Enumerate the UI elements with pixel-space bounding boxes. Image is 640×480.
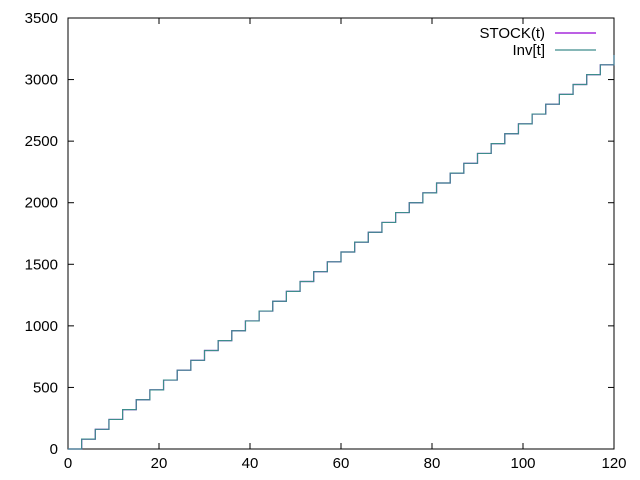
y-tick-label: 1500 — [25, 256, 58, 273]
y-tick-label: 3000 — [25, 72, 58, 89]
y-tick-label: 2500 — [25, 133, 58, 150]
y-axis: 0 500 1000 1500 2000 2500 3000 3500 — [25, 10, 614, 458]
plot-frame — [67, 17, 615, 450]
x-tick-label: 100 — [510, 455, 535, 472]
x-axis: 0 20 40 60 80 100 120 — [64, 18, 627, 472]
y-tick-label: 500 — [33, 379, 58, 396]
y-tick-label: 1000 — [25, 318, 58, 335]
legend-label-inv-t: Inv[t] — [512, 42, 545, 59]
y-tick-label: 3500 — [25, 10, 58, 27]
x-tick-label: 20 — [151, 455, 168, 472]
series-line-inv-t — [68, 54, 615, 450]
series-layer — [68, 54, 615, 450]
x-tick-label: 80 — [424, 455, 441, 472]
legend: STOCK(t)Inv[t] — [479, 25, 596, 59]
x-tick-label: 0 — [64, 455, 72, 472]
y-tick-label: 0 — [50, 441, 58, 458]
x-tick-label: 120 — [601, 455, 626, 472]
x-tick-label: 40 — [242, 455, 259, 472]
legend-label-stock-t: STOCK(t) — [479, 25, 545, 42]
x-tick-label: 60 — [333, 455, 350, 472]
y-tick-label: 2000 — [25, 195, 58, 212]
